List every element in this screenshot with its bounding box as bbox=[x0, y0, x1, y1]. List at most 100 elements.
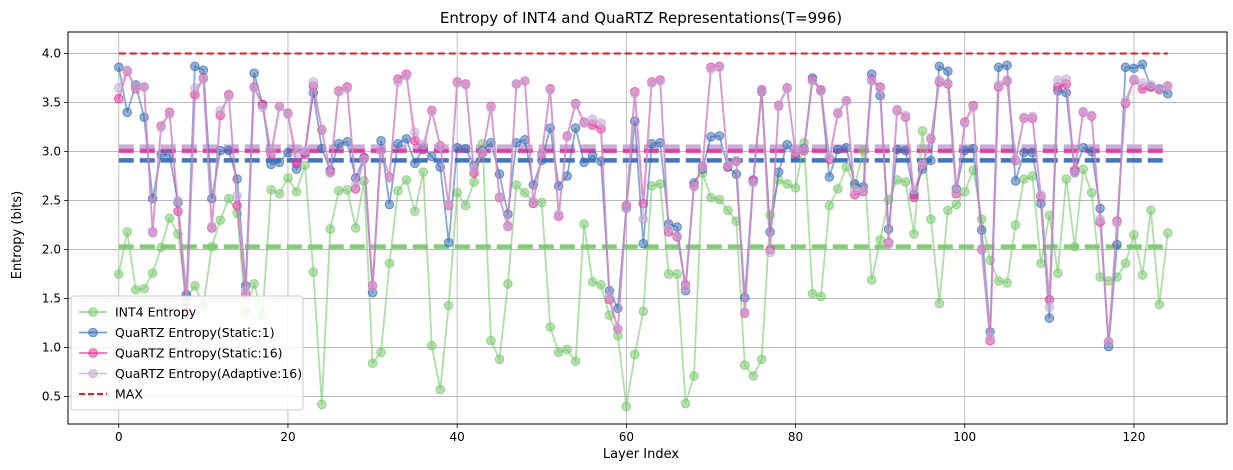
data-point bbox=[147, 268, 158, 278]
data-point bbox=[401, 134, 412, 144]
data-point bbox=[621, 203, 632, 214]
data-point bbox=[283, 109, 293, 120]
data-point bbox=[418, 139, 429, 150]
data-point bbox=[426, 106, 437, 117]
data-point bbox=[1162, 228, 1173, 238]
data-point bbox=[418, 167, 429, 177]
data-point bbox=[401, 175, 412, 185]
data-point bbox=[723, 205, 733, 216]
data-point bbox=[393, 138, 403, 149]
data-point bbox=[300, 145, 310, 156]
data-point bbox=[579, 118, 589, 128]
legend-label: QuaRTZ Entropy(Adaptive:16) bbox=[115, 366, 302, 381]
data-point bbox=[122, 65, 133, 76]
data-point bbox=[731, 216, 742, 226]
x-tick-label: 60 bbox=[619, 430, 634, 444]
data-point bbox=[274, 188, 285, 199]
x-axis-title: Layer Index bbox=[603, 447, 679, 462]
data-point bbox=[976, 225, 987, 235]
data-point bbox=[959, 118, 970, 128]
legend-box bbox=[70, 295, 304, 411]
data-point bbox=[376, 347, 386, 358]
x-tick-label: 0 bbox=[115, 430, 123, 444]
data-point bbox=[367, 358, 378, 369]
data-point bbox=[672, 231, 682, 241]
data-point bbox=[376, 145, 386, 156]
data-point bbox=[401, 71, 412, 81]
data-point bbox=[1019, 112, 1029, 123]
data-point bbox=[486, 102, 496, 113]
data-point bbox=[156, 242, 166, 253]
data-point bbox=[1069, 168, 1080, 178]
data-point bbox=[951, 199, 962, 210]
data-point bbox=[587, 277, 598, 287]
legend-label: INT4 Entropy bbox=[115, 305, 197, 320]
data-point bbox=[384, 173, 395, 183]
data-point bbox=[1061, 74, 1072, 84]
data-point bbox=[782, 84, 792, 94]
data-point bbox=[283, 147, 293, 158]
data-point bbox=[520, 76, 530, 86]
data-point bbox=[266, 184, 276, 195]
data-point bbox=[207, 221, 217, 231]
data-point bbox=[1010, 176, 1021, 186]
data-point bbox=[274, 157, 285, 168]
data-point bbox=[630, 88, 640, 99]
data-point bbox=[460, 80, 471, 90]
data-point bbox=[833, 184, 843, 194]
y-tick-label: 2.0 bbox=[42, 243, 61, 257]
data-point bbox=[1129, 63, 1139, 74]
data-point bbox=[655, 76, 665, 86]
data-point bbox=[739, 307, 750, 318]
data-point bbox=[435, 141, 446, 152]
data-point bbox=[900, 110, 911, 121]
data-point bbox=[714, 131, 725, 141]
data-point bbox=[756, 86, 767, 96]
y-tick-label: 4.0 bbox=[42, 47, 61, 61]
data-point bbox=[215, 105, 226, 116]
data-point bbox=[748, 371, 759, 381]
data-point bbox=[917, 159, 928, 170]
data-point bbox=[1137, 270, 1148, 280]
legend-label: MAX bbox=[115, 387, 143, 402]
data-point bbox=[841, 142, 852, 153]
data-point bbox=[858, 185, 869, 196]
data-point bbox=[1146, 80, 1156, 90]
data-point bbox=[799, 144, 809, 155]
y-axis-title: Entropy (bits) bbox=[10, 191, 25, 280]
y-tick-label: 3.5 bbox=[42, 96, 61, 110]
y-tick-label: 2.5 bbox=[42, 194, 61, 208]
data-point bbox=[756, 354, 767, 365]
data-point bbox=[1044, 313, 1055, 323]
data-point bbox=[452, 78, 462, 88]
data-point bbox=[1069, 241, 1080, 252]
data-point bbox=[249, 83, 259, 93]
data-point bbox=[1086, 187, 1097, 198]
data-point bbox=[570, 356, 581, 367]
data-point bbox=[528, 196, 539, 207]
data-point bbox=[1112, 218, 1122, 228]
data-point bbox=[511, 180, 522, 190]
data-point bbox=[816, 86, 826, 96]
data-point bbox=[113, 62, 124, 73]
data-point bbox=[824, 200, 835, 211]
data-point bbox=[1154, 299, 1165, 310]
plot-area-frame bbox=[67, 31, 1228, 425]
data-point bbox=[240, 285, 251, 296]
data-point bbox=[596, 118, 606, 128]
data-point bbox=[156, 122, 166, 132]
data-point bbox=[613, 303, 623, 314]
data-point bbox=[689, 371, 699, 381]
data-point bbox=[1095, 214, 1105, 224]
data-point bbox=[113, 83, 124, 93]
y-tick-label: 0.5 bbox=[42, 390, 61, 404]
legend-marker-swatch bbox=[88, 327, 98, 338]
data-point bbox=[410, 206, 420, 217]
y-tick-label: 1.5 bbox=[42, 292, 61, 306]
data-point bbox=[587, 114, 598, 125]
data-point bbox=[596, 156, 606, 167]
data-point bbox=[477, 147, 488, 158]
data-point bbox=[266, 145, 276, 156]
data-point bbox=[976, 243, 987, 254]
data-point bbox=[249, 279, 259, 289]
